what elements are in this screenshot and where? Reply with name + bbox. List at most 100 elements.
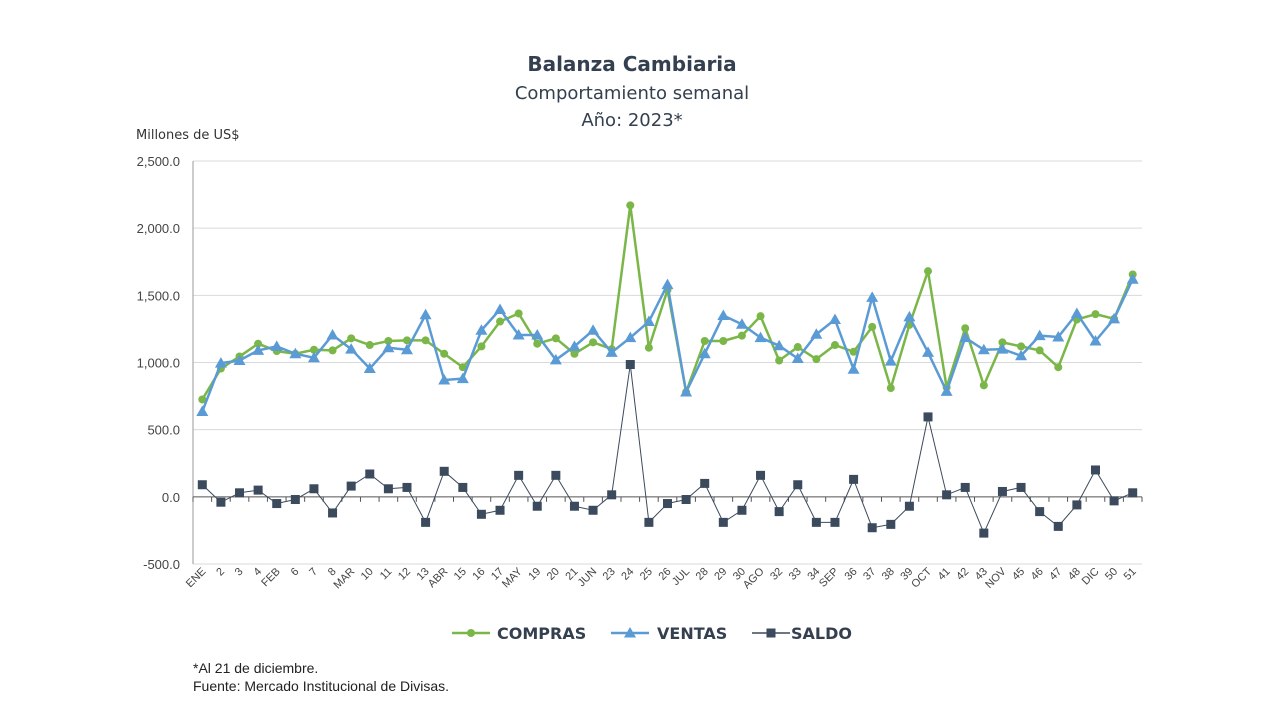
series-compras bbox=[198, 201, 1137, 404]
legend-marker-ventas bbox=[624, 627, 636, 638]
point-saldo bbox=[830, 517, 840, 527]
y-axis-unit-label: Millones de US$ bbox=[136, 128, 240, 143]
x-tick-label-41: 41 bbox=[936, 566, 953, 583]
series-line-compras bbox=[201, 204, 1134, 401]
x-tick-label-50: 50 bbox=[1103, 566, 1120, 583]
point-saldo bbox=[272, 499, 282, 509]
point-ventas bbox=[1089, 335, 1102, 346]
point-saldo bbox=[960, 482, 970, 492]
x-tick-label-28: 28 bbox=[694, 566, 711, 583]
point-compras bbox=[198, 395, 207, 404]
y-tick-label: 2,000.0 bbox=[137, 221, 180, 236]
point-saldo bbox=[886, 519, 896, 529]
x-tick-label-47: 47 bbox=[1047, 566, 1064, 583]
point-ventas bbox=[680, 386, 693, 397]
point-saldo bbox=[718, 517, 728, 527]
point-ventas bbox=[587, 324, 600, 335]
point-saldo bbox=[197, 480, 207, 490]
point-saldo bbox=[235, 488, 245, 498]
point-compras bbox=[1091, 310, 1100, 319]
legend-marker-compras bbox=[467, 629, 475, 637]
point-compras bbox=[775, 356, 784, 365]
x-tick-label-7: 7 bbox=[307, 566, 320, 579]
x-tick-label-11: 11 bbox=[378, 566, 395, 583]
point-compras bbox=[533, 339, 542, 348]
point-saldo bbox=[979, 528, 989, 538]
point-saldo bbox=[811, 517, 821, 527]
x-tick-label-46: 46 bbox=[1029, 566, 1046, 583]
point-saldo bbox=[942, 490, 952, 500]
x-tick-label-42: 42 bbox=[954, 566, 971, 583]
point-saldo bbox=[997, 486, 1007, 496]
point-ventas bbox=[456, 372, 469, 384]
x-tick-label-37: 37 bbox=[861, 566, 878, 583]
point-compras bbox=[812, 355, 821, 364]
point-saldo bbox=[1072, 500, 1082, 510]
point-ventas bbox=[1052, 330, 1065, 342]
point-compras bbox=[737, 331, 746, 340]
point-saldo bbox=[383, 484, 393, 494]
point-ventas bbox=[494, 303, 507, 314]
x-tick-label-ago: AGO bbox=[741, 565, 767, 591]
point-compras bbox=[254, 339, 263, 348]
x-tick-label-36: 36 bbox=[843, 566, 860, 583]
x-tick-label-jul: JUL bbox=[670, 566, 692, 588]
x-tick-label-6: 6 bbox=[289, 566, 302, 579]
point-saldo bbox=[309, 484, 319, 494]
point-compras bbox=[830, 341, 839, 350]
x-tick-label-20: 20 bbox=[545, 566, 562, 583]
point-saldo bbox=[774, 507, 784, 517]
point-compras bbox=[719, 337, 728, 346]
point-ventas bbox=[214, 357, 227, 368]
axes bbox=[192, 161, 1143, 564]
footnote-source: Fuente: Mercado Institucional de Divisas… bbox=[193, 678, 449, 694]
x-tick-label-45: 45 bbox=[1010, 566, 1027, 583]
point-saldo bbox=[588, 505, 598, 515]
x-tick-label-3: 3 bbox=[233, 566, 246, 579]
point-compras bbox=[551, 334, 560, 343]
point-ventas bbox=[307, 351, 320, 363]
point-ventas bbox=[698, 347, 711, 359]
data-series bbox=[196, 201, 1139, 538]
x-tick-label-19: 19 bbox=[526, 566, 543, 583]
point-saldo bbox=[625, 360, 635, 370]
point-compras bbox=[961, 324, 970, 333]
y-tick-labels: -500.0 0.0 500.0 1,000.0 1,500.0 2,000.0 2,500… bbox=[137, 154, 180, 572]
point-ventas bbox=[531, 328, 544, 340]
point-compras bbox=[700, 337, 709, 346]
point-saldo bbox=[644, 517, 654, 527]
point-compras bbox=[570, 349, 579, 358]
x-tick-label-23: 23 bbox=[601, 566, 618, 583]
y-tick-label: 0.0 bbox=[162, 490, 180, 505]
point-ventas bbox=[810, 328, 823, 339]
point-saldo bbox=[700, 478, 710, 488]
y-tick-label: 2,500.0 bbox=[137, 154, 180, 169]
x-tick-label-nov: NOV bbox=[983, 565, 1009, 591]
point-ventas bbox=[605, 346, 618, 357]
point-saldo bbox=[607, 490, 617, 500]
point-saldo bbox=[402, 482, 412, 492]
point-saldo bbox=[569, 501, 579, 511]
point-saldo bbox=[458, 482, 468, 492]
point-saldo bbox=[1053, 521, 1063, 531]
point-ventas bbox=[828, 313, 841, 325]
point-saldo bbox=[346, 481, 356, 491]
point-compras bbox=[756, 312, 765, 321]
point-compras bbox=[402, 336, 411, 345]
legend-label-saldo: SALDO bbox=[791, 624, 852, 643]
point-saldo bbox=[532, 501, 542, 511]
point-saldo bbox=[290, 495, 300, 505]
point-ventas bbox=[624, 331, 637, 343]
point-ventas bbox=[735, 318, 748, 329]
point-ventas bbox=[773, 339, 786, 351]
point-ventas bbox=[438, 373, 451, 385]
point-compras bbox=[477, 342, 486, 351]
point-ventas bbox=[903, 310, 916, 322]
chart-year-label: Año: 2023* bbox=[581, 110, 682, 131]
point-saldo bbox=[793, 480, 803, 490]
point-saldo bbox=[923, 412, 933, 422]
point-ventas bbox=[922, 346, 935, 357]
point-compras bbox=[589, 338, 598, 347]
point-saldo bbox=[216, 497, 226, 507]
